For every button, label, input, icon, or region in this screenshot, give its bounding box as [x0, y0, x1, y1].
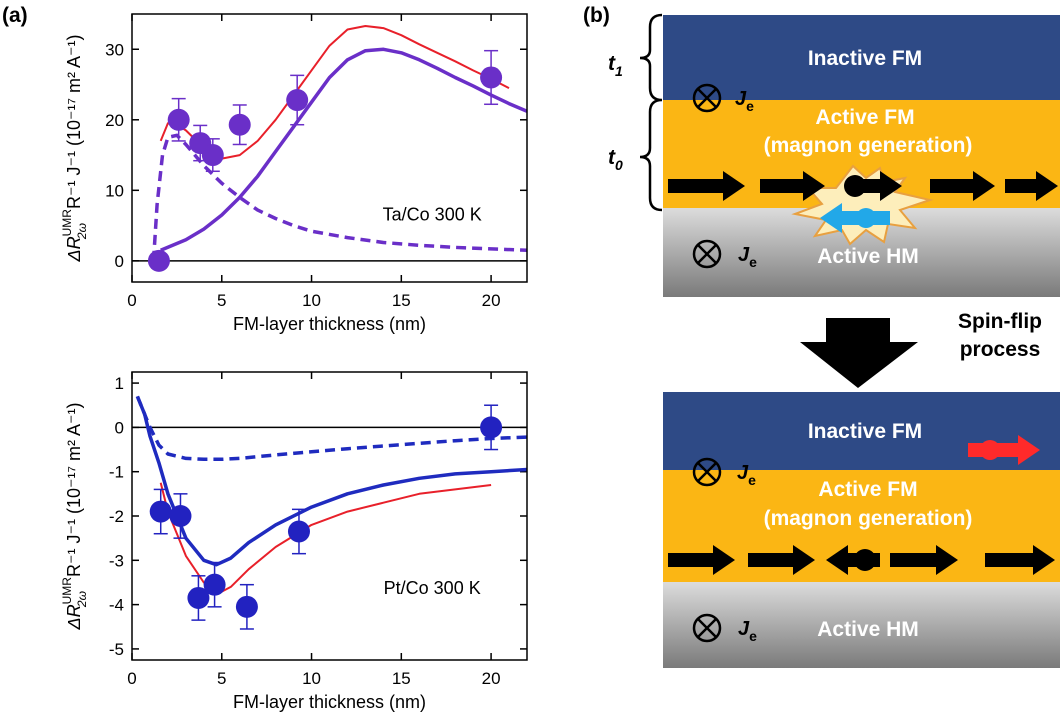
data-point: [168, 109, 190, 131]
current-sub: e: [748, 472, 756, 488]
fit-line: [137, 396, 527, 564]
x-tick-label: 20: [482, 669, 501, 688]
y-tick-label: -5: [109, 640, 124, 659]
y-label-base: ΔR: [64, 236, 84, 262]
panel-label: (a): [2, 4, 28, 27]
data-point: [148, 250, 170, 272]
data-point: [169, 505, 191, 527]
spin-dot: [854, 549, 876, 571]
current-sub: e: [746, 98, 754, 114]
x-tick-label: 10: [302, 291, 321, 310]
data-point: [202, 144, 224, 166]
y-label-rest: R⁻¹ J⁻¹ (10⁻¹⁷ m² A⁻¹): [64, 403, 84, 578]
x-tick-label: 0: [127, 291, 136, 310]
layer-label: Active HM: [817, 245, 919, 268]
layer-label: Active FM: [815, 106, 914, 129]
data-point: [288, 521, 310, 543]
y-tick-label: -1: [109, 463, 124, 482]
y-label-base: ΔR: [64, 604, 84, 630]
diagram-top: Inactive FM Active FM (magnon generation…: [663, 15, 1060, 297]
spin-dot: [856, 208, 876, 228]
y-axis-label: ΔRUMR2ω R⁻¹ J⁻¹ (10⁻¹⁷ m² A⁻¹): [60, 35, 89, 263]
panel-label: (b): [583, 4, 610, 27]
data-point: [150, 501, 172, 523]
x-tick-label: 15: [392, 291, 411, 310]
current-sub: e: [749, 628, 757, 644]
y-tick-label: 10: [105, 181, 124, 200]
layer-label: Inactive FM: [808, 47, 922, 70]
spin-dot: [980, 440, 1000, 460]
y-label-sub: 2ω: [75, 223, 89, 240]
diagram-bottom: Inactive FM Active FM (magnon generation…: [663, 392, 1060, 668]
y-tick-label: 0: [115, 418, 124, 437]
annotation: Ta/Co 300 K: [383, 204, 482, 224]
y-tick-label: -2: [109, 507, 124, 526]
data-point: [204, 574, 226, 596]
y-label-sub: 2ω: [75, 591, 89, 608]
current-sub: e: [749, 254, 757, 270]
layer-label: Active HM: [817, 618, 919, 641]
annotation: Pt/Co 300 K: [384, 578, 481, 598]
thickness-sub: 0: [615, 157, 623, 173]
x-tick-label: 5: [217, 669, 226, 688]
layer-label: (magnon generation): [764, 134, 973, 157]
x-tick-label: 20: [482, 291, 501, 310]
y-tick-label: 30: [105, 40, 124, 59]
thickness-label: t0: [608, 146, 623, 173]
data-point: [480, 66, 502, 88]
x-tick-label: 10: [302, 669, 321, 688]
layer-label: Active FM: [818, 478, 917, 501]
data-point: [229, 114, 251, 136]
process-label: process: [960, 338, 1041, 361]
y-tick-label: 0: [115, 252, 124, 271]
y-axis-label: ΔRUMR2ω R⁻¹ J⁻¹ (10⁻¹⁷ m² A⁻¹): [60, 403, 89, 631]
process-label: Spin-flip: [958, 310, 1042, 333]
x-tick-label: 5: [217, 291, 226, 310]
thickness-brace: [640, 15, 662, 210]
thickness-sub: 1: [615, 63, 623, 79]
y-tick-label: -4: [109, 596, 124, 615]
x-tick-label: 15: [392, 669, 411, 688]
y-label-rest: R⁻¹ J⁻¹ (10⁻¹⁷ m² A⁻¹): [64, 35, 84, 210]
y-label-sup: UMR: [60, 577, 74, 605]
y-tick-label: 20: [105, 111, 124, 130]
y-tick-label: -3: [109, 551, 124, 570]
plot-area: [148, 26, 527, 272]
x-tick-label: 0: [127, 669, 136, 688]
x-axis-label: FM-layer thickness (nm): [233, 314, 426, 334]
data-point: [480, 416, 502, 438]
layer-label: (magnon generation): [764, 507, 973, 530]
data-point: [236, 596, 258, 618]
x-axis-label: FM-layer thickness (nm): [233, 692, 426, 712]
data-point: [286, 89, 308, 111]
y-tick-label: 1: [115, 374, 124, 393]
thickness-label: t1: [608, 52, 623, 79]
layer-label: Inactive FM: [808, 420, 922, 443]
process-arrow: [800, 318, 918, 388]
y-label-sup: UMR: [60, 209, 74, 237]
spin-dot: [844, 175, 866, 197]
figure: (a) (b) Inactive FM Active FM (magnon ge…: [0, 0, 1060, 724]
